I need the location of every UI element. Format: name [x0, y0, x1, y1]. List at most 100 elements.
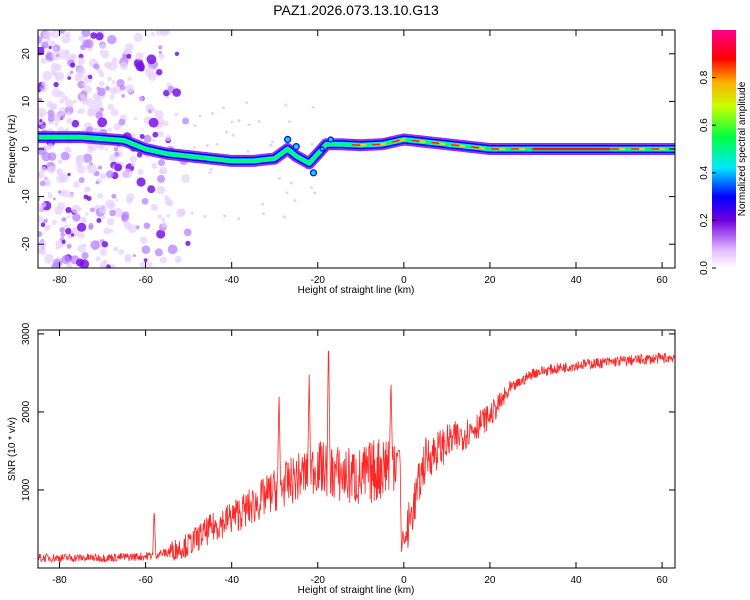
x-tick-label: -80	[52, 575, 67, 586]
noise-blob	[231, 133, 235, 137]
noise-blob	[47, 224, 51, 229]
noise-blob	[100, 49, 110, 59]
noise-blob	[40, 166, 47, 173]
noise-blob	[97, 117, 108, 128]
snr-plot: -80 -60 -40 -20 0 20 40 60 1000 2000 3000 Height …	[7, 322, 676, 596]
ridge-lobe	[327, 136, 334, 143]
noise-blob	[80, 44, 86, 51]
noise-blob	[45, 37, 51, 43]
noise-blob	[113, 246, 119, 252]
noise-blob	[73, 181, 80, 188]
noise-blob	[134, 116, 138, 121]
noise-blob	[109, 87, 118, 95]
noise-blob	[67, 76, 72, 80]
noise-blob	[237, 217, 241, 221]
noise-blob	[90, 207, 95, 213]
noise-blob	[47, 114, 56, 123]
noise-blob	[109, 202, 115, 208]
noise-blob	[182, 117, 189, 125]
noise-blob	[78, 35, 86, 42]
noise-blob	[41, 124, 46, 129]
y-tick-label: -10	[21, 189, 32, 204]
noise-blob	[138, 65, 145, 72]
y-tick-label: -20	[21, 237, 32, 252]
noise-blob	[126, 53, 132, 59]
noise-blob	[150, 32, 156, 37]
noise-blob	[209, 168, 213, 171]
noise-blob	[58, 91, 65, 99]
noise-blob	[94, 30, 100, 34]
noise-blob	[71, 204, 80, 214]
noise-blob	[118, 118, 126, 126]
noise-blob	[138, 95, 144, 102]
noise-blob	[76, 66, 86, 76]
noise-blob	[66, 111, 71, 116]
noise-blob	[90, 32, 97, 39]
noise-blob	[121, 94, 126, 98]
noise-blob	[148, 117, 159, 128]
noise-blob	[96, 218, 102, 223]
spectrogram-x-label: Height of straight line (km)	[298, 285, 415, 296]
noise-blob	[78, 108, 85, 114]
colorbar-tick-label: 0.0	[699, 261, 710, 275]
noise-blob	[47, 193, 53, 199]
noise-blob	[223, 214, 227, 218]
noise-blob	[38, 172, 41, 176]
noise-blob	[79, 259, 90, 268]
colorbar-tick-label: 0.8	[699, 70, 710, 84]
spectrogram-x-ticks: -80 -60 -40 -20 0 20 40 60	[52, 30, 668, 286]
noise-blob	[156, 69, 163, 76]
noise-blob	[59, 98, 65, 104]
noise-blob	[106, 170, 114, 179]
noise-blob	[174, 112, 179, 117]
noise-blob	[41, 80, 48, 87]
colorbar-gradient	[712, 30, 736, 268]
noise-blob	[121, 214, 129, 222]
noise-blob	[59, 227, 65, 233]
noise-blob	[122, 168, 133, 179]
ridge-lobe	[292, 143, 300, 151]
noise-blob	[54, 47, 57, 51]
x-tick-label: 40	[570, 275, 582, 286]
noise-blob	[139, 236, 148, 244]
noise-blob	[123, 221, 132, 229]
noise-blob	[93, 63, 100, 70]
noise-blob	[230, 120, 234, 124]
snr-x-label: Height of straight line (km)	[298, 585, 415, 596]
noise-blob	[60, 232, 66, 238]
noise-blob	[210, 112, 214, 115]
noise-blob	[146, 54, 157, 65]
noise-blob	[82, 153, 93, 163]
noise-blob	[158, 159, 166, 167]
y-tick-label: 20	[21, 48, 32, 60]
noise-blob	[98, 205, 107, 214]
noise-blob	[111, 80, 116, 84]
noise-blob	[162, 120, 169, 127]
noise-blob	[156, 185, 166, 195]
x-tick-label: 40	[570, 575, 582, 586]
noise-blob	[76, 110, 81, 114]
noise-blob	[40, 112, 44, 116]
ridge-lobe	[319, 146, 325, 152]
noise-blob	[61, 255, 71, 265]
noise-blob	[77, 80, 86, 89]
x-tick-label: 20	[484, 575, 496, 586]
noise-blob	[42, 70, 53, 81]
colorbar-tick-label: 0.4	[699, 165, 710, 179]
noise-blob	[215, 142, 219, 146]
spectrogram-ridge	[38, 131, 675, 177]
noise-blob	[64, 49, 71, 56]
noise-blob	[137, 168, 144, 176]
noise-blob	[136, 177, 146, 187]
noise-blob	[39, 119, 43, 123]
noise-blob	[158, 50, 163, 55]
noise-blob	[158, 45, 163, 50]
noise-blob	[95, 111, 103, 119]
noise-blob	[70, 233, 75, 237]
noise-blob	[64, 105, 74, 115]
noise-blob	[103, 227, 111, 235]
noise-blob	[64, 99, 74, 108]
noise-blob	[164, 134, 172, 142]
noise-blob	[80, 96, 89, 105]
noise-blob	[111, 263, 116, 268]
